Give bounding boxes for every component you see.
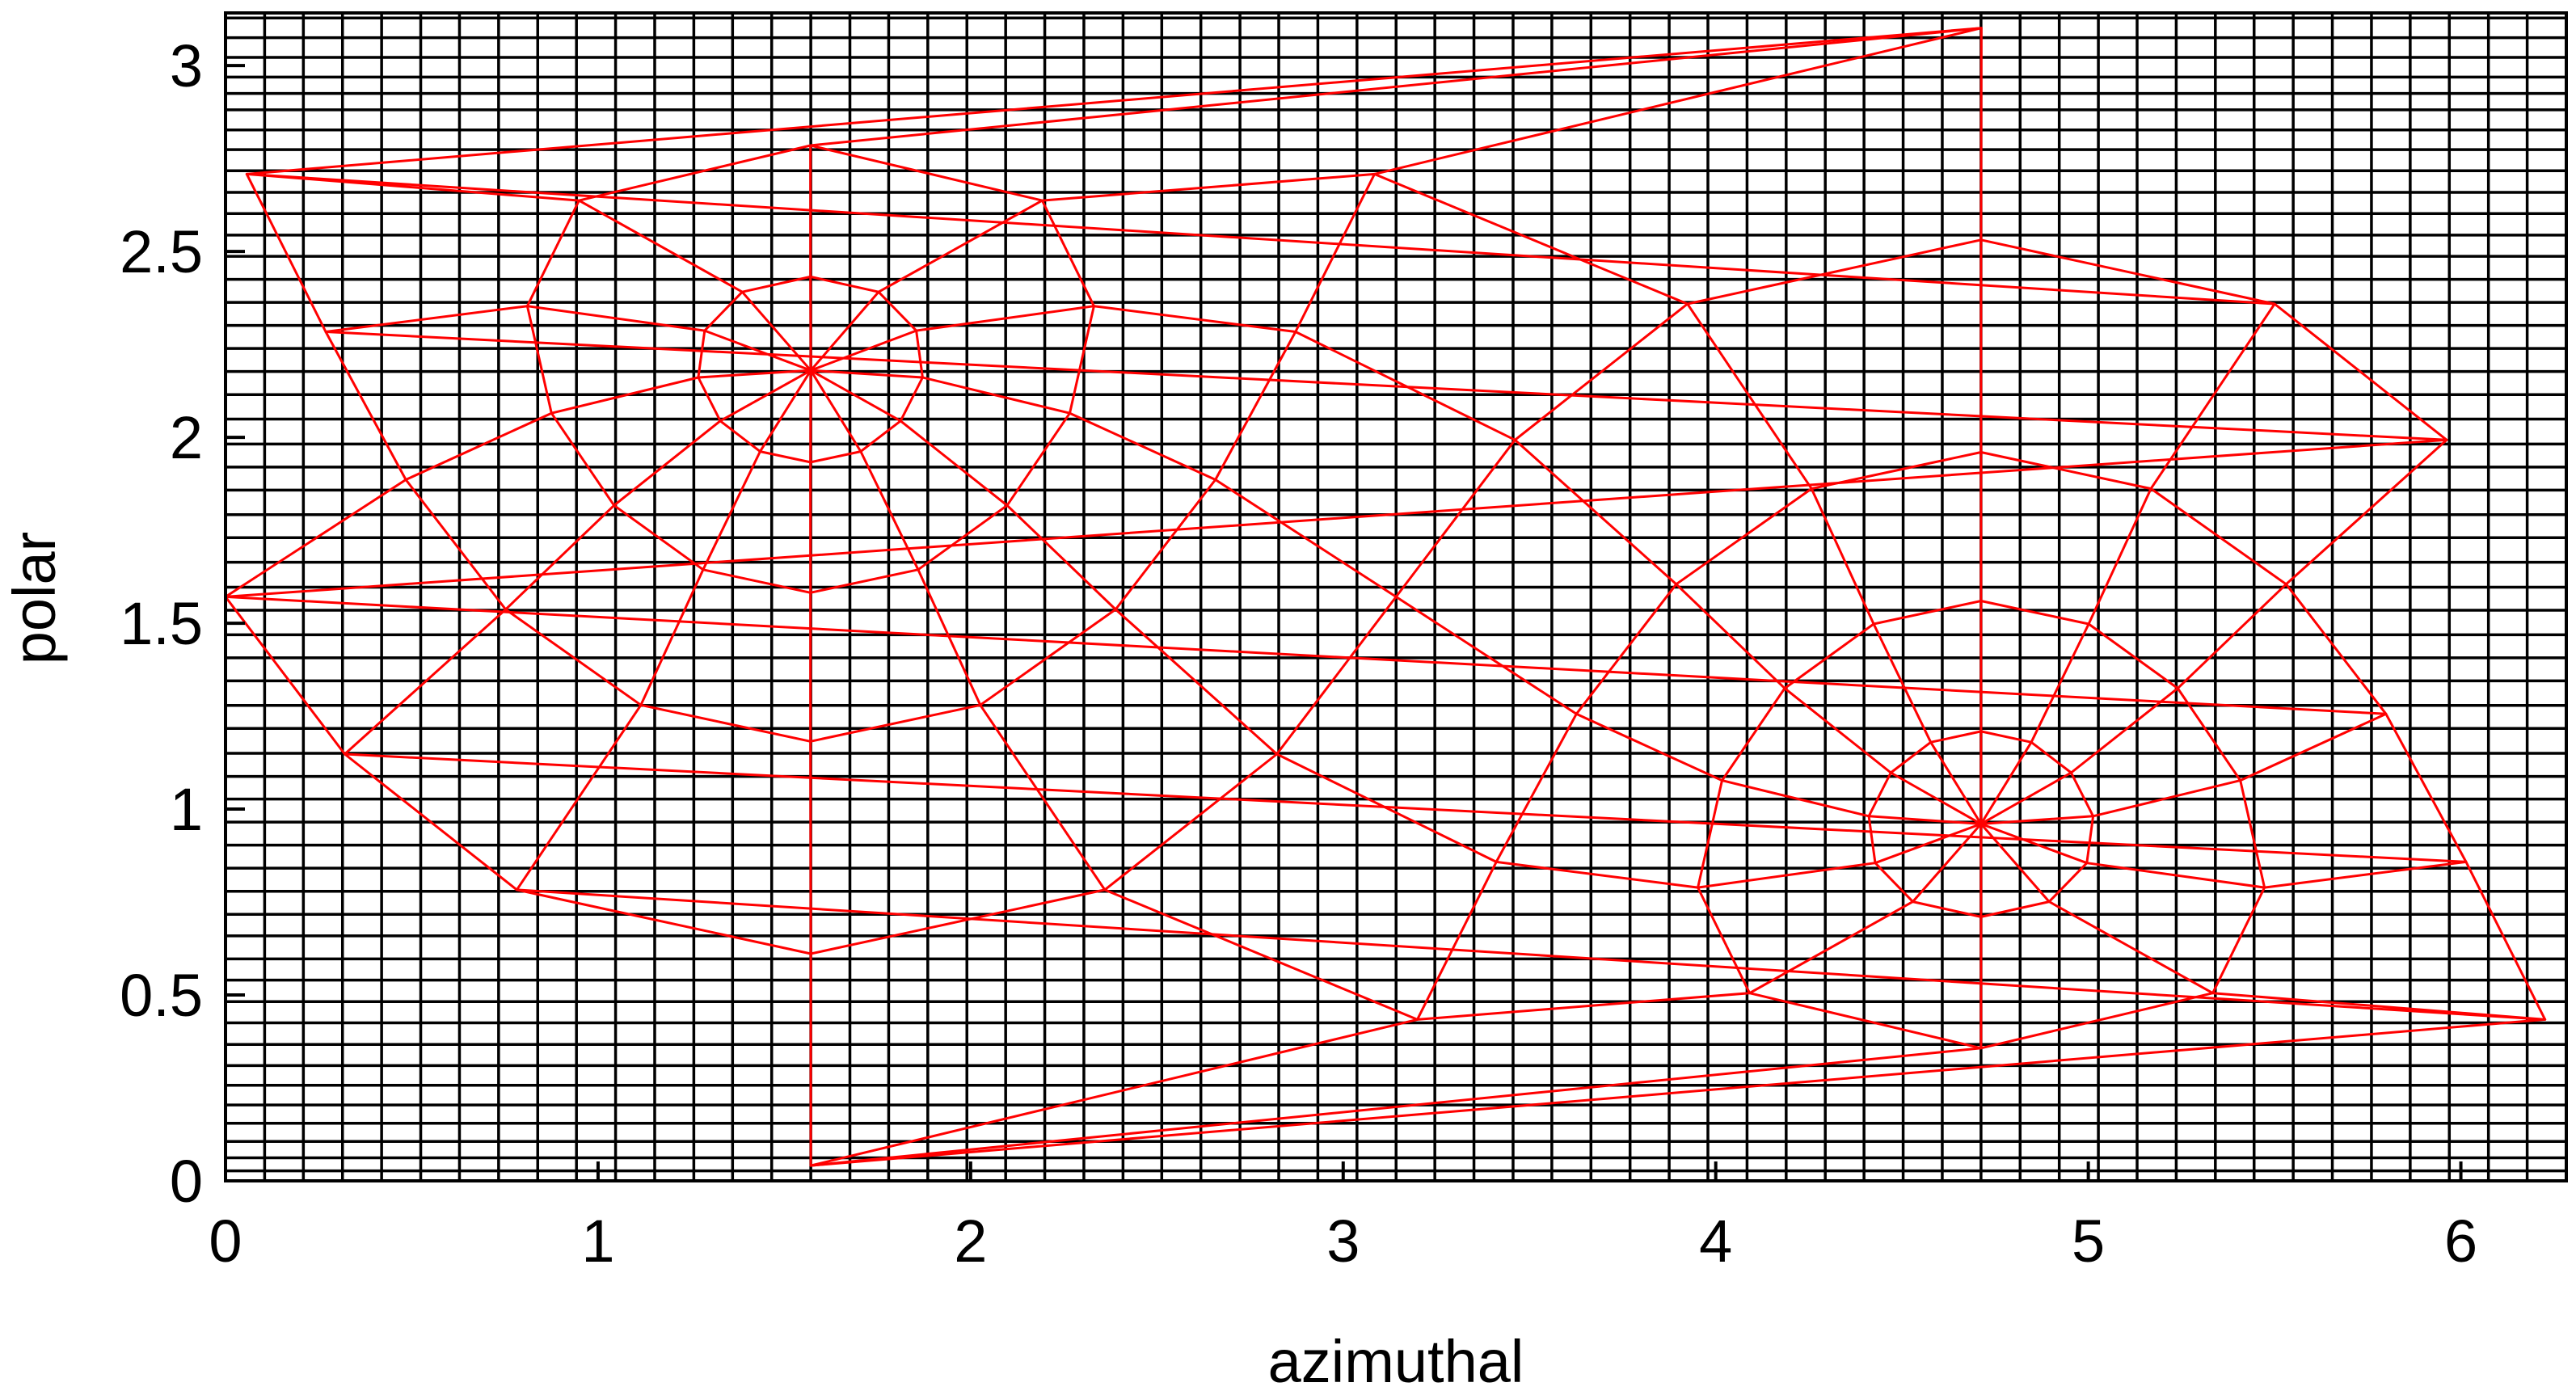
y-tick-label: 1 [170, 776, 203, 843]
mesh-ring [809, 451, 2547, 1167]
mesh-spoke [809, 27, 1983, 824]
x-tick-label: 0 [209, 1208, 242, 1275]
mesh-spoke [809, 172, 1983, 825]
x-tick-label: 5 [2072, 1208, 2105, 1275]
mesh-spoke [811, 369, 1982, 825]
x-tick-label: 2 [954, 1208, 987, 1275]
x-tick-label: 1 [581, 1208, 614, 1275]
mesh-ring [226, 238, 2448, 955]
mesh-spoke [810, 369, 1982, 889]
x-tick-label: 4 [1699, 1208, 1732, 1275]
mesh-spoke [809, 369, 1983, 1021]
y-axis-label: polar [1, 532, 68, 665]
red-mesh [226, 27, 2547, 1167]
mesh-spoke [515, 369, 2547, 1021]
x-tick-label: 3 [1326, 1208, 1360, 1275]
y-tick-label: 0 [170, 1148, 203, 1215]
mesh-spoke [324, 305, 2448, 825]
plot-frame [224, 11, 2568, 1182]
mesh-spoke [245, 172, 2276, 825]
mesh-spoke [810, 305, 1982, 825]
y-tick-label: 1.5 [120, 590, 203, 657]
y-tick-label: 2 [170, 404, 203, 471]
y-tick-label: 3 [170, 32, 203, 99]
mesh-spoke [226, 369, 2388, 825]
axes: 0 1 2 3 4 5 6 0 0.5 1 1.5 2 2.5 3 [120, 11, 2568, 1275]
x-tick-label: 6 [2444, 1208, 2477, 1275]
mesh-spoke [344, 369, 2468, 889]
y-tick-label: 2.5 [120, 218, 203, 285]
y-tick-label: 0.5 [120, 962, 203, 1029]
mesh-spoke [809, 370, 1983, 1167]
x-axis-label: azimuthal [1268, 1328, 1524, 1391]
